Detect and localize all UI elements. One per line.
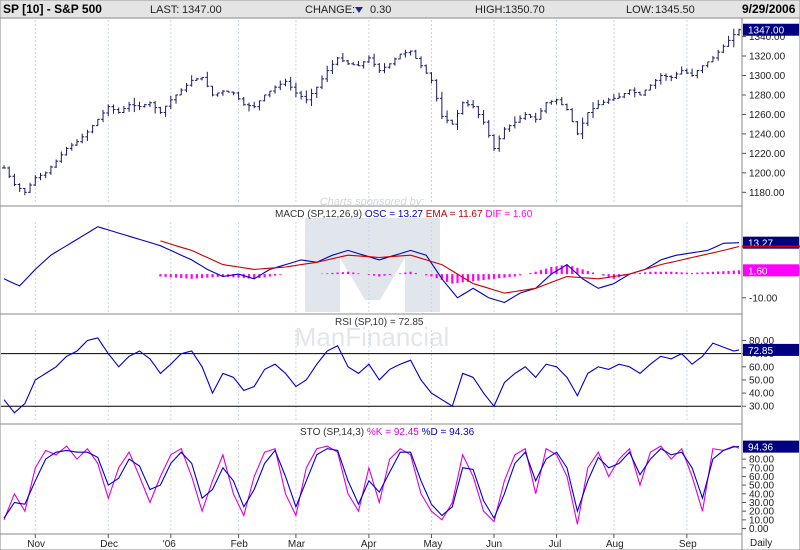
macd-legend-part: OSC = 13.27 [365, 209, 426, 220]
x-tick-label: Feb [231, 539, 249, 550]
macd-legend-part: EMA = 11.67 [426, 209, 486, 220]
sto-legend: STO (SP,14,3) %K = 92.45 %D = 94.36 [300, 427, 475, 438]
sto-d-line [3, 446, 740, 520]
x-tick-label: Apr [361, 539, 377, 550]
change-label: CHANGE: [305, 4, 355, 16]
macd-osc-tag-bg [743, 264, 799, 277]
high-value: 1350.70 [505, 4, 545, 16]
x-tick-label: Sep [679, 539, 697, 550]
price-tick-label: 1200.00 [749, 168, 786, 179]
axis-layer: 1180.00 1200.00 1220.00 1240.00 1260.00 1280.… [27, 23, 800, 550]
watermark: Charts sponsored by: ManFinancial [295, 196, 450, 352]
x-tick-label: Aug [606, 539, 624, 550]
sto-legend-part: %K = 92.45 [367, 427, 422, 438]
price-tick-label: 1300.00 [749, 71, 786, 82]
macd-line [3, 226, 740, 304]
panel-frames [0, 17, 800, 550]
change-value: 0.30 [370, 4, 391, 16]
x-tick-label: Dec [100, 539, 118, 550]
sponsor-logo-icon [305, 218, 440, 312]
sto-tick-label: 30.00 [749, 498, 774, 509]
panel-titles: MACD (SP,12,26,9) OSC = 13.27 EMA = 11.6… [275, 209, 533, 438]
x-tick-label: Jun [486, 539, 502, 550]
sto-tick-label: 70.00 [749, 463, 774, 474]
header-date: 9/29/2006 [742, 2, 796, 16]
last-value: 1347.00 [182, 4, 222, 16]
rsi-last-tag-label: 72.85 [748, 346, 773, 357]
x-tick-label: '06 [163, 539, 176, 550]
sto-tick-label: 20.00 [749, 507, 774, 518]
price-tick-label: 1240.00 [749, 129, 786, 140]
last-label: LAST: [150, 4, 179, 16]
macd-legend-part: DIF = 1.60 [485, 209, 532, 220]
change-down-icon [355, 7, 363, 13]
sto-last-tag-label: 94.36 [748, 443, 773, 454]
rsi-tick-label: 30.00 [749, 402, 774, 413]
macd-ema-line [160, 240, 740, 294]
plot-layer [1, 20, 741, 532]
macd-legend-part: MACD (SP,12,26,9) [275, 209, 365, 220]
rsi-line [3, 337, 740, 414]
x-tick-label: May [423, 539, 442, 550]
rsi-tick-label: 40.00 [749, 389, 774, 400]
macd-tick-label: -10.00 [749, 293, 778, 304]
x-tick-label: Jul [549, 539, 562, 550]
price-tick-label: 1180.00 [749, 188, 785, 199]
sto-tick-label: 10.00 [749, 515, 774, 526]
price-tick-label: 1220.00 [749, 149, 786, 160]
macd-osc-tag-label: 1.60 [748, 266, 768, 277]
price-tick-label: 1260.00 [749, 110, 786, 121]
sponsor-text: Charts sponsored by: [320, 196, 425, 208]
sto-tick-label: 40.00 [749, 489, 774, 500]
sto-tick-label: 50.00 [749, 481, 774, 492]
symbol-title: SP [10] - S&P 500 [3, 2, 102, 16]
sto-k-line [3, 445, 740, 525]
rsi-title: RSI (SP,10) = 72.85 [335, 317, 424, 328]
low-value: 1345.50 [655, 4, 695, 16]
price-last-tag-bg [743, 23, 799, 36]
price-tick-label: 1340.00 [749, 32, 786, 43]
rsi-tick-label: 80.00 [749, 336, 774, 347]
sto-tick-label: 60.00 [749, 472, 774, 483]
high-label: HIGH: [475, 4, 506, 16]
sto-tick-label: 0.00 [749, 524, 769, 535]
rsi-tick-label: 60.00 [749, 362, 774, 373]
x-tick-label: Nov [27, 539, 45, 550]
sponsor-brand: ManFinancial [295, 322, 450, 352]
rsi-tick-label: 50.00 [749, 375, 774, 386]
sto-last-tag-bg [743, 440, 799, 453]
sto-legend-part: %D = 94.36 [422, 427, 475, 438]
price-tick-label: 1280.00 [749, 90, 786, 101]
low-label: LOW: [626, 4, 654, 16]
sto-tick-label: 80.00 [749, 455, 774, 466]
rsi-last-tag-bg [743, 343, 799, 356]
price-tick-label: 1320.00 [749, 52, 786, 63]
macd-value-tag-label: 13.27 [748, 239, 773, 250]
header: SP [10] - S&P 500 LAST: 1347.00 CHANGE: … [0, 0, 800, 19]
x-tick-label: Mar [288, 539, 306, 550]
macd-legend: MACD (SP,12,26,9) OSC = 13.27 EMA = 11.6… [275, 209, 533, 220]
price-last-tag-label: 1347.00 [748, 26, 785, 37]
period-label: Daily [750, 538, 772, 549]
sto-legend-part: STO (SP,14,3) [300, 427, 367, 438]
